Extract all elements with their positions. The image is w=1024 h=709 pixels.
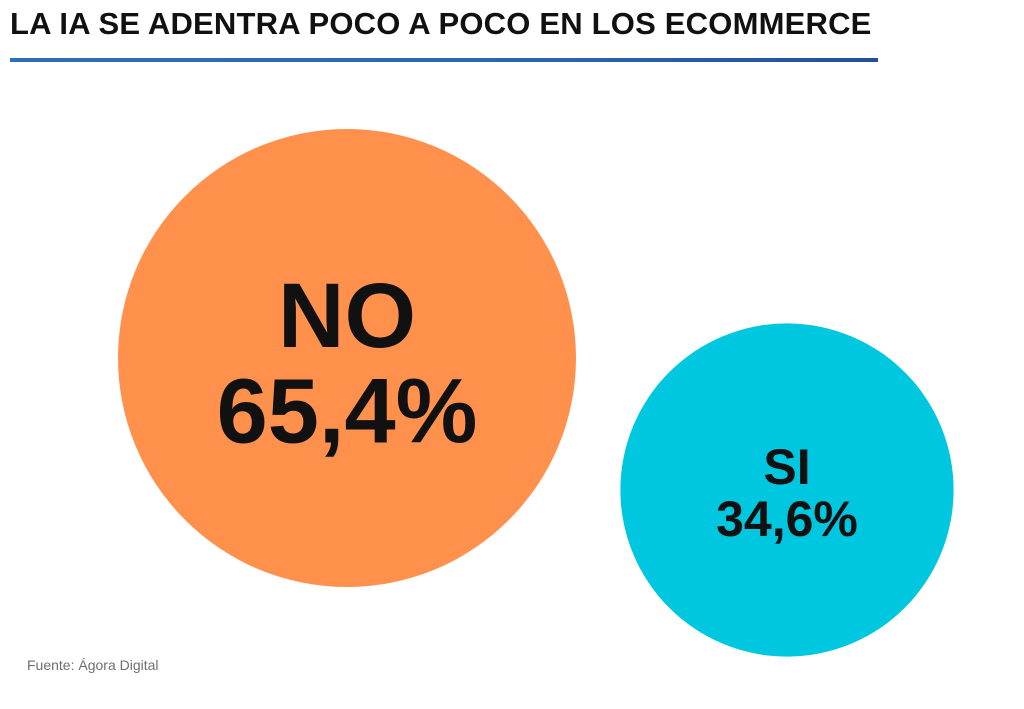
title-underline — [10, 58, 878, 62]
bubble-no — [118, 129, 576, 587]
source-note: Fuente: Ágora Digital — [27, 657, 159, 673]
bubble-no-label: NO — [278, 265, 416, 367]
chart-title: LA IA SE ADENTRA POCO A POCO EN LOS ECOM… — [10, 6, 872, 41]
bubble-no-value: 65,4% — [217, 361, 478, 463]
bubble-si-label: SI — [763, 439, 810, 495]
bubble-si — [620, 323, 954, 657]
bubble-si-value: 34,6% — [716, 491, 858, 547]
